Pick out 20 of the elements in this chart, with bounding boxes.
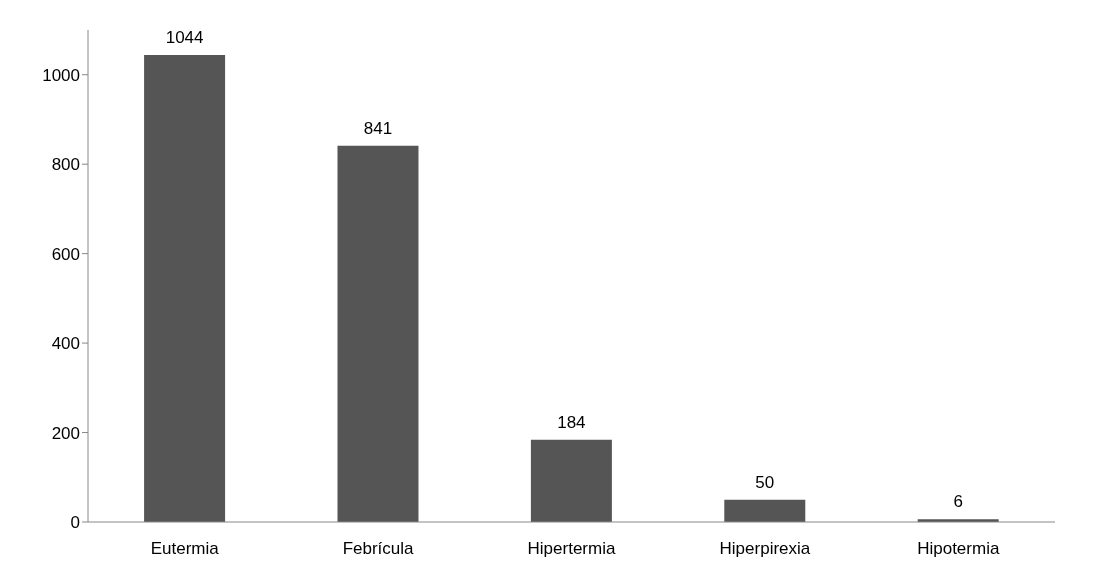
y-tick-label: 400 xyxy=(51,334,80,354)
bar xyxy=(144,55,226,522)
y-tick-label: 200 xyxy=(51,423,80,443)
x-tick-label: Eutermia xyxy=(150,539,220,559)
y-tick-label: 1000 xyxy=(42,65,80,85)
x-tick-label: Hipertermia xyxy=(527,539,616,559)
data-label: 6 xyxy=(953,492,963,512)
y-tick-label: 0 xyxy=(70,513,80,533)
y-tick-label: 800 xyxy=(51,155,80,175)
data-label: 1044 xyxy=(165,28,204,48)
data-label: 50 xyxy=(755,472,775,492)
data-label: 841 xyxy=(363,118,393,138)
bar xyxy=(337,145,419,522)
bar xyxy=(530,439,612,522)
x-tick-label: Hiperpirexia xyxy=(719,539,811,559)
x-tick-label: Febrícula xyxy=(342,539,415,559)
data-label: 184 xyxy=(557,412,586,432)
x-tick-label: Hipotermia xyxy=(917,539,1000,559)
bar xyxy=(724,499,806,522)
y-tick-label: 600 xyxy=(51,244,80,264)
